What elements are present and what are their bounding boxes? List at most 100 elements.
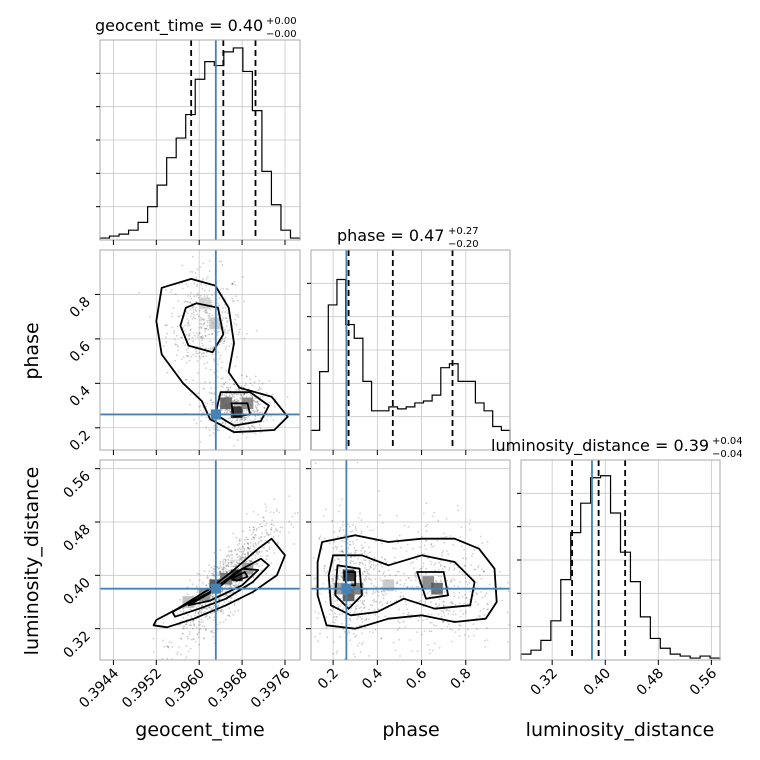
sample-point	[434, 579, 437, 582]
sample-point	[340, 550, 343, 552]
sample-point	[460, 526, 463, 528]
sample-point	[255, 529, 258, 532]
sample-point	[361, 602, 364, 604]
sample-point	[200, 284, 203, 286]
sample-point	[480, 591, 483, 593]
sample-point	[219, 570, 222, 572]
sample-point	[195, 422, 198, 425]
sample-point	[358, 607, 361, 610]
sample-point	[435, 606, 438, 608]
sample-point	[247, 551, 250, 554]
sample-point	[212, 570, 215, 573]
sample-point	[362, 573, 364, 575]
sample-point	[237, 315, 240, 318]
sample-point	[331, 620, 334, 623]
sample-point	[224, 570, 227, 572]
sample-point	[452, 610, 455, 612]
sample-point	[244, 556, 247, 559]
sample-point	[229, 550, 232, 552]
sample-point	[234, 565, 237, 567]
panel-geocent-time-hist	[96, 39, 301, 245]
sample-point	[233, 604, 236, 606]
sample-point	[351, 540, 354, 543]
sample-point	[335, 615, 337, 618]
sample-point	[343, 534, 346, 537]
sample-point	[424, 600, 427, 603]
sample-point	[227, 562, 230, 564]
sample-point	[473, 589, 476, 592]
sample-point	[430, 543, 433, 545]
sample-point	[290, 523, 293, 526]
sample-point	[224, 381, 227, 384]
sample-point	[372, 599, 374, 602]
sample-point	[263, 406, 266, 409]
sample-point	[335, 548, 338, 550]
sample-point	[350, 559, 353, 562]
sample-point	[166, 645, 169, 648]
sample-point	[465, 580, 468, 583]
sample-point	[213, 393, 216, 395]
sample-point	[374, 578, 377, 580]
sample-point	[476, 581, 479, 584]
sample-point	[236, 404, 239, 406]
sample-point	[260, 555, 262, 557]
sample-point	[226, 570, 228, 573]
sample-point	[225, 325, 228, 327]
sample-point	[233, 322, 236, 325]
sample-point	[218, 602, 221, 604]
sample-point	[437, 613, 440, 616]
sample-point	[208, 391, 211, 394]
sample-point	[178, 646, 181, 648]
sample-point	[224, 564, 227, 567]
sample-point	[433, 511, 435, 514]
sample-point	[216, 571, 219, 574]
sample-point	[407, 576, 410, 579]
sample-point	[202, 344, 204, 347]
sample-point	[450, 601, 453, 603]
sample-point	[454, 603, 457, 606]
sample-point	[211, 596, 214, 598]
sample-point	[201, 342, 203, 345]
sample-point	[177, 300, 180, 302]
sample-point	[207, 321, 209, 324]
sample-point	[406, 543, 409, 546]
sample-point	[245, 436, 248, 439]
sample-point	[204, 381, 207, 383]
sample-point	[212, 432, 215, 434]
sample-point	[230, 591, 232, 594]
sample-point	[389, 574, 391, 577]
sample-point	[211, 314, 214, 317]
sample-point	[183, 625, 186, 628]
sample-point	[197, 294, 200, 296]
sample-point	[224, 590, 227, 593]
sample-point	[227, 425, 230, 428]
sample-point	[209, 368, 212, 371]
sample-point	[442, 605, 445, 608]
sample-point	[224, 298, 227, 301]
sample-point	[186, 637, 189, 640]
sample-point	[433, 545, 435, 547]
sample-point	[242, 530, 244, 533]
sample-point	[264, 539, 267, 542]
sample-point	[440, 615, 443, 618]
density-cell	[382, 579, 395, 592]
sample-point	[229, 611, 232, 614]
sample-point	[361, 562, 363, 564]
sample-point	[201, 337, 204, 340]
sample-point	[231, 282, 233, 285]
sample-point	[227, 389, 229, 392]
sample-point	[211, 332, 214, 335]
sample-point	[202, 355, 205, 358]
sample-point	[212, 572, 215, 575]
sample-point	[350, 556, 353, 559]
sample-point	[473, 568, 475, 571]
sample-point	[443, 565, 446, 568]
sample-point	[221, 393, 224, 395]
sample-point	[222, 287, 225, 290]
sample-point	[325, 627, 328, 629]
sample-point	[452, 543, 455, 546]
sample-point	[196, 235, 198, 237]
sample-point	[204, 334, 207, 337]
sample-point	[350, 530, 352, 533]
sample-point	[207, 328, 210, 331]
